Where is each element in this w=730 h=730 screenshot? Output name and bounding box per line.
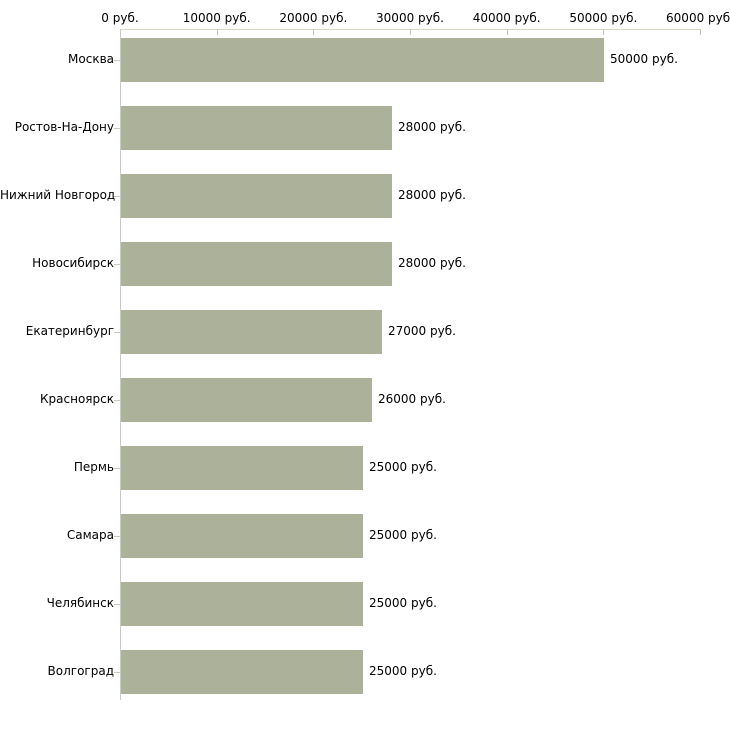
bar [121, 106, 392, 150]
category-tick-mark [114, 672, 120, 673]
bar [121, 174, 392, 218]
x-axis-tick-mark [313, 29, 315, 35]
category-label: Ростов-На-Дону [14, 120, 114, 134]
bar [121, 514, 363, 558]
bar-value-label: 28000 руб. [398, 188, 466, 202]
bar [121, 650, 363, 694]
bar-value-label: 28000 руб. [398, 120, 466, 134]
category-tick-mark [114, 128, 120, 129]
category-label: Екатеринбург [25, 324, 114, 338]
bar-value-label: 26000 руб. [378, 392, 446, 406]
bar [121, 38, 604, 82]
x-axis-tick-label: 20000 руб. [279, 11, 348, 25]
category-label: Пермь [73, 460, 114, 474]
x-axis-tick-label: 50000 руб. [569, 11, 638, 25]
category-label: Новосибирск [32, 256, 114, 270]
bar-value-label: 25000 руб. [369, 460, 437, 474]
x-axis-tick-label: 30000 руб. [376, 11, 444, 25]
y-axis-baseline [120, 29, 121, 700]
category-label: Москва [68, 52, 114, 66]
x-axis-tick-mark [410, 29, 411, 35]
category-tick-mark [114, 604, 120, 605]
x-axis-tick-mark [506, 29, 508, 35]
category-tick-mark [114, 536, 120, 537]
x-axis-tick-label: 0 руб. [101, 11, 139, 25]
bar-value-label: 27000 руб. [388, 324, 456, 338]
category-label: Нижний Новгород [0, 188, 116, 202]
bar [121, 378, 372, 422]
category-tick-mark [114, 60, 120, 61]
x-axis-tick-label: 40000 руб. [472, 11, 541, 25]
bar-value-label: 50000 руб. [610, 52, 678, 66]
x-axis-tick-label: 60000 руб. [666, 11, 730, 25]
category-label: Самара [66, 528, 114, 542]
x-axis-tick-mark [216, 29, 218, 35]
bar-value-label: 25000 руб. [369, 664, 437, 678]
x-axis-tick-mark [603, 29, 605, 35]
bar [121, 582, 363, 626]
x-axis-tick-mark [700, 29, 701, 35]
category-label: Волгоград [47, 664, 114, 678]
x-axis-tick-label: 10000 руб. [182, 11, 251, 25]
bar [121, 242, 392, 286]
category-tick-mark [114, 332, 120, 333]
bar-value-label: 28000 руб. [398, 256, 466, 270]
category-label: Челябинск [46, 596, 114, 610]
category-label: Красноярск [40, 392, 114, 406]
category-tick-mark [114, 468, 120, 469]
bar [121, 446, 363, 490]
bar-value-label: 25000 руб. [369, 528, 437, 542]
category-tick-mark [114, 264, 120, 265]
category-tick-mark [114, 400, 120, 401]
bar-value-label: 25000 руб. [369, 596, 437, 610]
category-tick-mark [114, 196, 120, 197]
bar [121, 310, 382, 354]
